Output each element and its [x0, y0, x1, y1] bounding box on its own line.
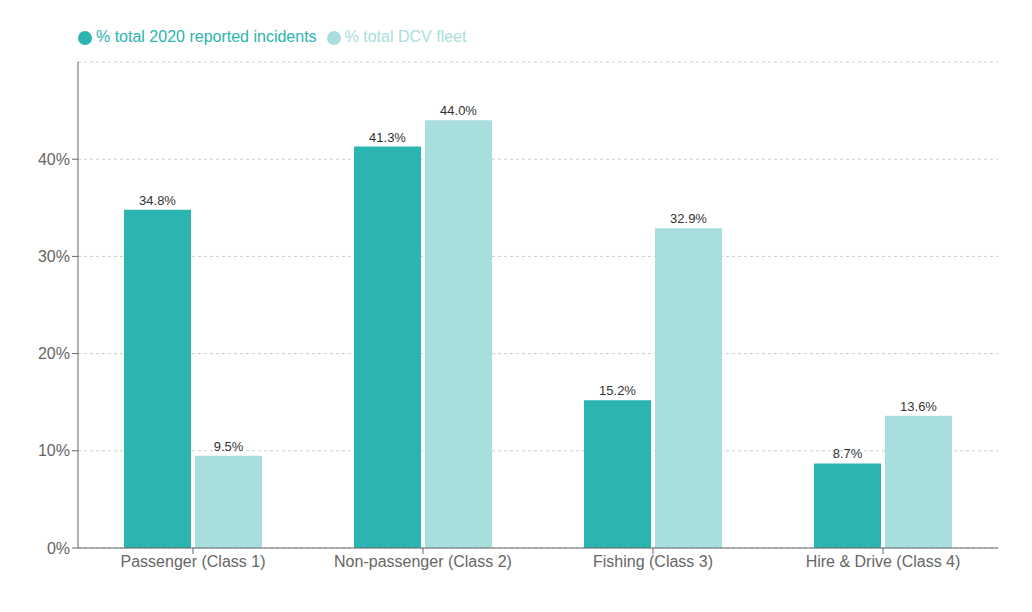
svg-text:Non-passenger (Class 2): Non-passenger (Class 2)	[334, 553, 512, 570]
svg-text:32.9%: 32.9%	[670, 211, 707, 226]
svg-text:44.0%: 44.0%	[440, 103, 477, 118]
svg-text:34.8%: 34.8%	[139, 193, 176, 208]
svg-text:0%: 0%	[47, 540, 70, 557]
svg-text:13.6%: 13.6%	[900, 399, 937, 414]
svg-text:Hire & Drive (Class 4): Hire & Drive (Class 4)	[806, 553, 961, 570]
svg-text:9.5%: 9.5%	[214, 439, 244, 454]
svg-text:41.3%: 41.3%	[369, 130, 406, 145]
svg-text:20%: 20%	[38, 345, 70, 362]
svg-text:10%: 10%	[38, 442, 70, 459]
svg-text:15.2%: 15.2%	[599, 383, 636, 398]
svg-text:Fishing (Class 3): Fishing (Class 3)	[593, 553, 713, 570]
svg-text:Passenger (Class 1): Passenger (Class 1)	[121, 553, 266, 570]
svg-text:8.7%: 8.7%	[833, 446, 863, 461]
html-text:% total 2020 reported incident: % total 2020 reported incidents	[96, 28, 317, 45]
html-text:% total DCV fleet: % total DCV fleet	[344, 28, 467, 45]
svg-text:40%: 40%	[38, 151, 70, 168]
svg-text:30%: 30%	[38, 248, 70, 265]
